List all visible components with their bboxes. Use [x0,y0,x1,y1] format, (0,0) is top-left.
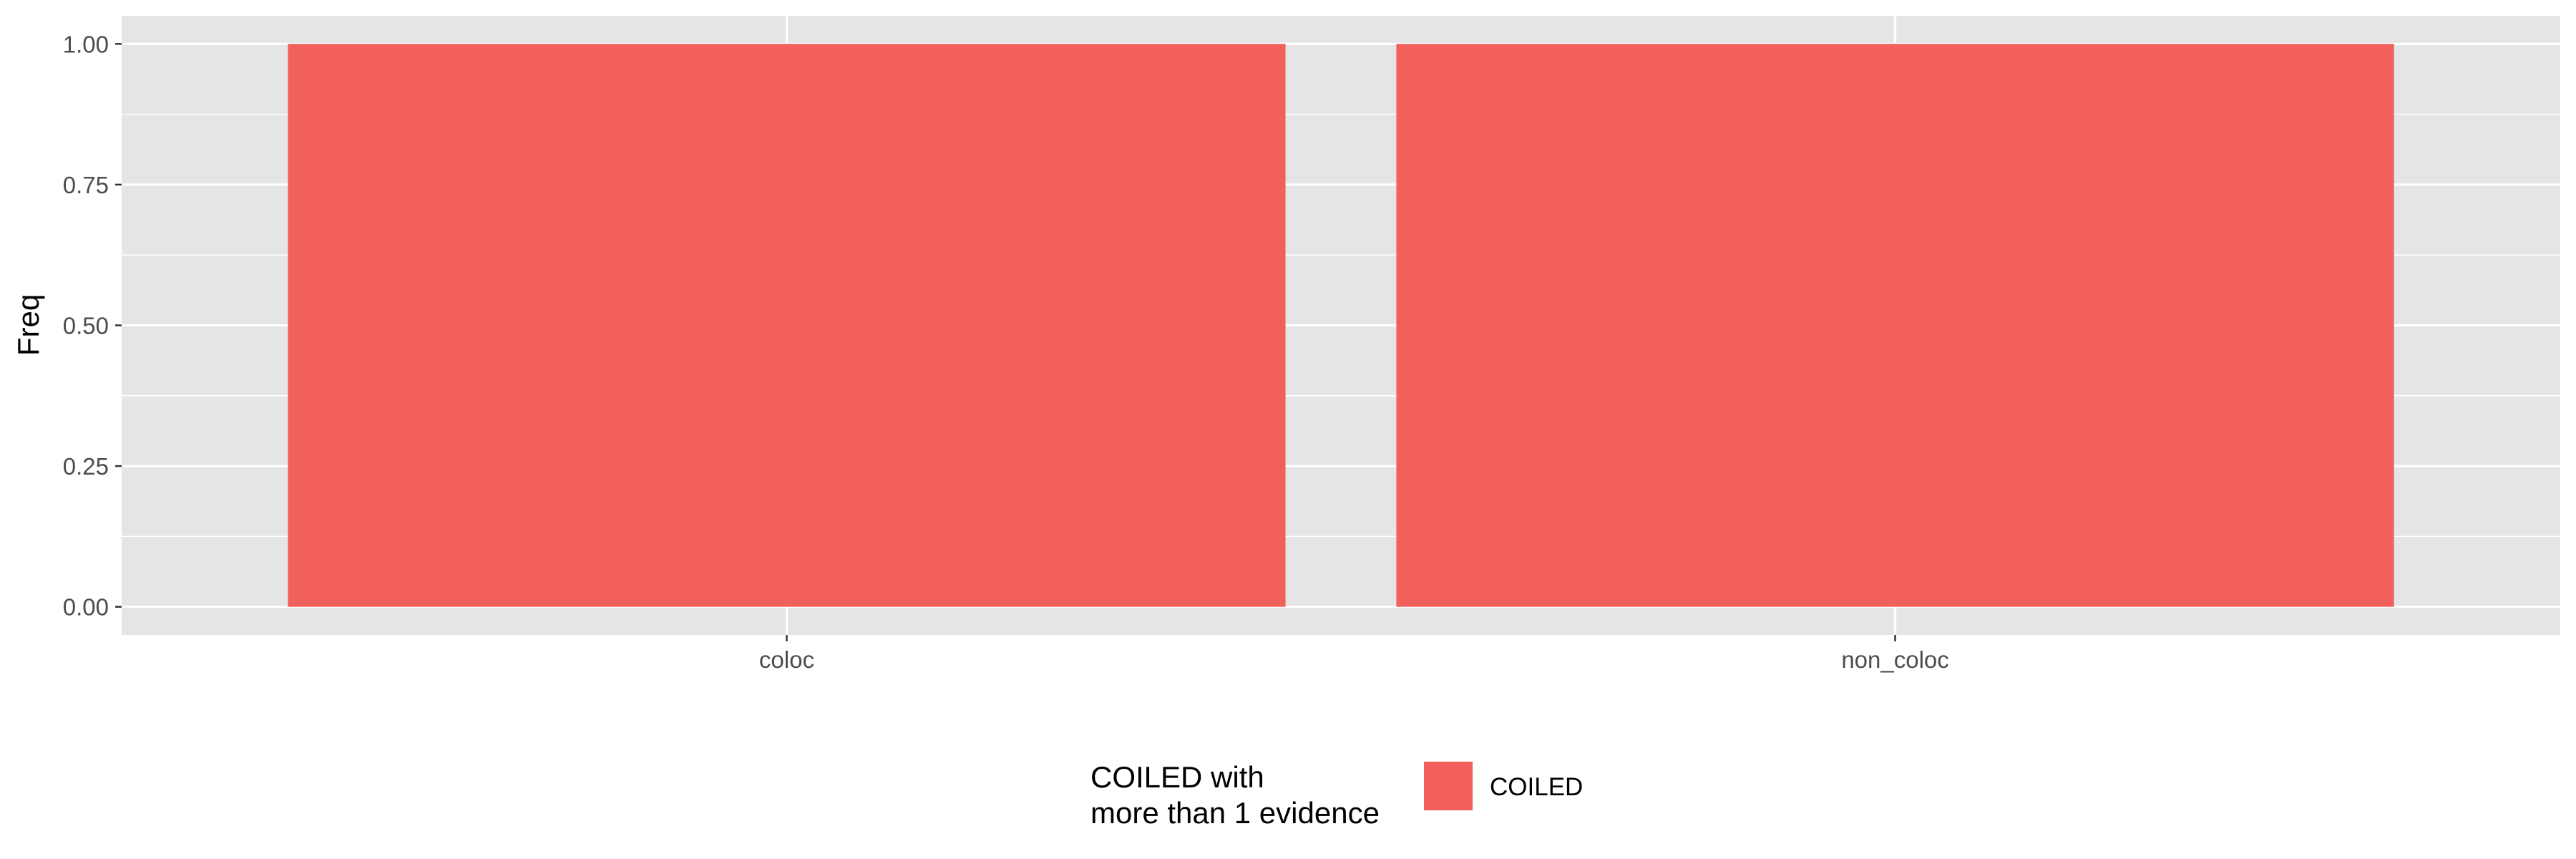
bar-non_coloc-coiled [1396,44,2394,607]
legend-title-line-2: more than 1 evidence [1091,796,1380,830]
legend-key-coiled [1424,762,1473,810]
bars [288,44,2394,607]
legend-title-line-1: COILED with [1091,760,1264,794]
y-axis-title: Freq [11,294,45,356]
legend-title: COILED with more than 1 evidence [1091,760,1380,830]
legend: COILED with more than 1 evidence COILED [1091,760,1583,830]
y-tick-label: 0.25 [63,453,109,480]
y-tick-label: 1.00 [63,31,109,57]
y-tick-label: 0.50 [63,313,109,339]
y-tick-label: 0.00 [63,594,109,621]
y-tick-label: 0.75 [63,172,109,198]
bar-coloc-coiled [288,44,1286,607]
legend-label-coiled: COILED [1490,773,1583,801]
x-tick-label: coloc [759,646,814,673]
y-axis: 0.00 0.25 0.50 0.75 1.00 [63,31,122,621]
x-tick-label: non_coloc [1841,646,1948,673]
x-axis: coloc non_coloc [759,635,1949,673]
